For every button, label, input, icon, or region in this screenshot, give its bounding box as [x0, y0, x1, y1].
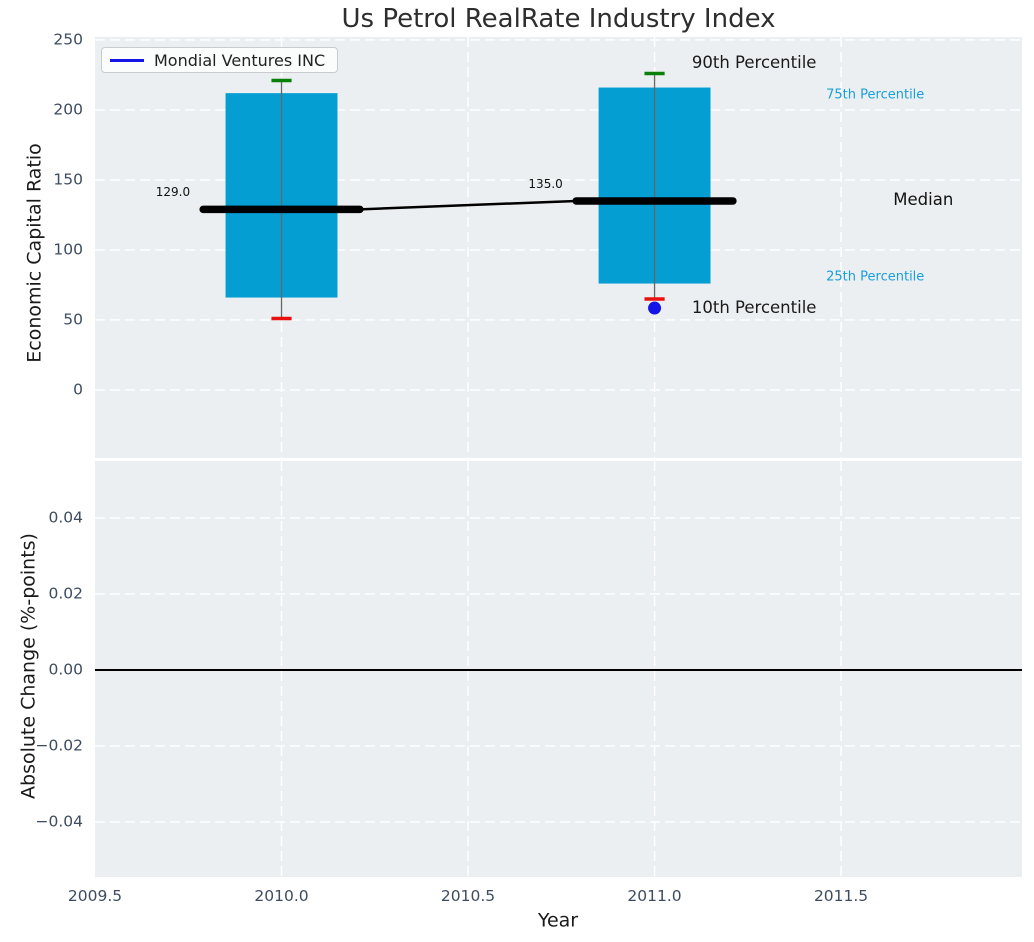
legend-line-sample [110, 58, 144, 62]
median-trend-line [359, 199, 577, 211]
company-point [648, 301, 662, 315]
legend: Mondial Ventures INC [101, 47, 339, 73]
legend-label: Mondial Ventures INC [154, 50, 326, 70]
